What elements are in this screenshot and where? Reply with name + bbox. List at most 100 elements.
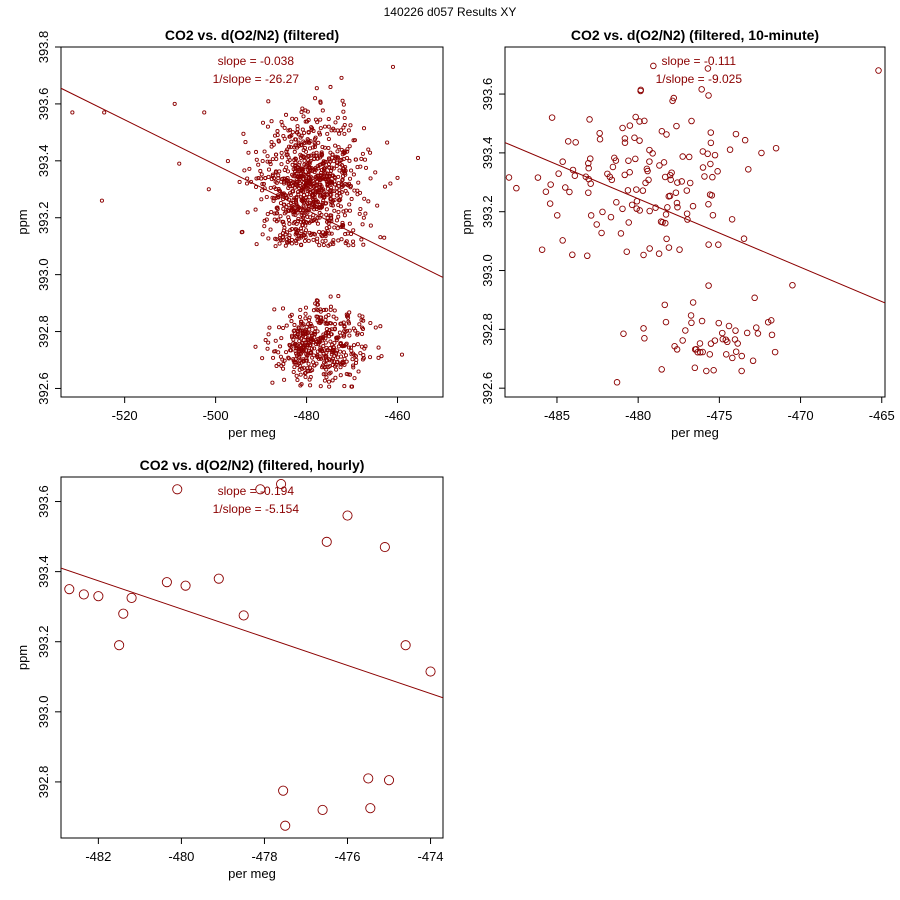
data-point [300, 143, 305, 148]
data-point [238, 610, 249, 621]
data-point [326, 116, 331, 122]
data-point [277, 241, 282, 246]
data-point [621, 135, 629, 142]
data-point [313, 153, 318, 158]
data-point [351, 365, 356, 370]
data-point [676, 246, 683, 253]
data-point [314, 183, 319, 188]
y-tick-label: 392.8 [480, 313, 495, 346]
data-point [698, 86, 705, 93]
data-point [298, 383, 303, 388]
data-point [293, 199, 299, 204]
chart-title: CO2 vs. d(O2/N2) (filtered) [165, 27, 339, 43]
data-point [321, 344, 326, 349]
data-point [559, 237, 566, 244]
data-point [327, 188, 333, 193]
data-point [277, 169, 282, 174]
data-point [355, 165, 360, 170]
data-point [290, 179, 296, 184]
data-point [315, 173, 320, 178]
data-point [345, 155, 350, 161]
data-point [388, 181, 393, 186]
data-point [294, 241, 299, 246]
data-point [312, 144, 317, 150]
data-point [663, 235, 670, 243]
data-point [343, 241, 348, 246]
data-point [361, 242, 366, 247]
data-point [276, 173, 281, 178]
y-axis-label: ppm [15, 645, 30, 670]
data-point [279, 162, 284, 167]
data-point [768, 331, 776, 339]
data-point [312, 217, 317, 222]
data-point [316, 342, 321, 347]
data-point [631, 134, 638, 141]
data-point [768, 317, 775, 324]
data-point [711, 151, 719, 159]
data-point [307, 190, 313, 195]
plot-frame [60, 46, 444, 398]
data-point [161, 577, 172, 588]
data-point [335, 226, 340, 231]
data-point [253, 344, 258, 349]
x-axis-label: per meg [228, 866, 276, 881]
data-point [301, 114, 306, 119]
data-point [267, 159, 272, 164]
data-point [301, 365, 306, 370]
data-point [241, 131, 246, 136]
data-point [704, 65, 712, 72]
data-point [172, 101, 177, 106]
data-point [334, 362, 339, 367]
y-tick-label: 393.4 [480, 137, 495, 170]
data-point [347, 144, 352, 149]
data-point [293, 360, 298, 365]
data-point [355, 331, 360, 336]
data-point [259, 172, 264, 177]
data-point [351, 343, 357, 348]
data-point [356, 369, 361, 374]
data-point [303, 340, 308, 345]
data-point [632, 113, 639, 121]
data-point [315, 239, 320, 244]
data-point [320, 363, 325, 368]
data-point [732, 130, 740, 138]
data-point [329, 165, 334, 170]
data-point [244, 181, 250, 186]
data-point [571, 172, 579, 179]
data-point [686, 179, 694, 187]
data-point [330, 378, 335, 383]
data-point [291, 221, 296, 226]
data-point [324, 307, 329, 312]
data-point [328, 169, 333, 174]
data-point [272, 349, 277, 354]
data-point [276, 138, 281, 143]
data-point [172, 484, 183, 495]
data-point [311, 151, 316, 156]
data-point [322, 378, 327, 383]
chart-3: CO2 vs. d(O2/N2) (filtered, hourly) -482 -… [15, 457, 444, 881]
data-point [546, 200, 554, 207]
data-point [732, 327, 739, 334]
data-point [282, 358, 287, 363]
data-point [303, 370, 308, 375]
data-point [347, 208, 352, 213]
data-point [335, 149, 340, 154]
data-point [331, 126, 336, 131]
data-point [265, 154, 270, 159]
data-point [338, 162, 343, 167]
data-point [741, 136, 749, 144]
y-tick-label: 393.2 [36, 201, 51, 234]
data-point [623, 248, 631, 255]
data-point [279, 155, 285, 160]
data-point [206, 187, 211, 192]
data-point [292, 322, 297, 328]
data-point [290, 130, 295, 135]
data-point [661, 301, 669, 309]
data-point [266, 340, 271, 345]
data-point [318, 173, 323, 178]
data-point [637, 86, 645, 94]
data-point [64, 584, 75, 595]
data-point [678, 178, 685, 185]
data-point [740, 235, 748, 242]
data-point [319, 151, 324, 156]
